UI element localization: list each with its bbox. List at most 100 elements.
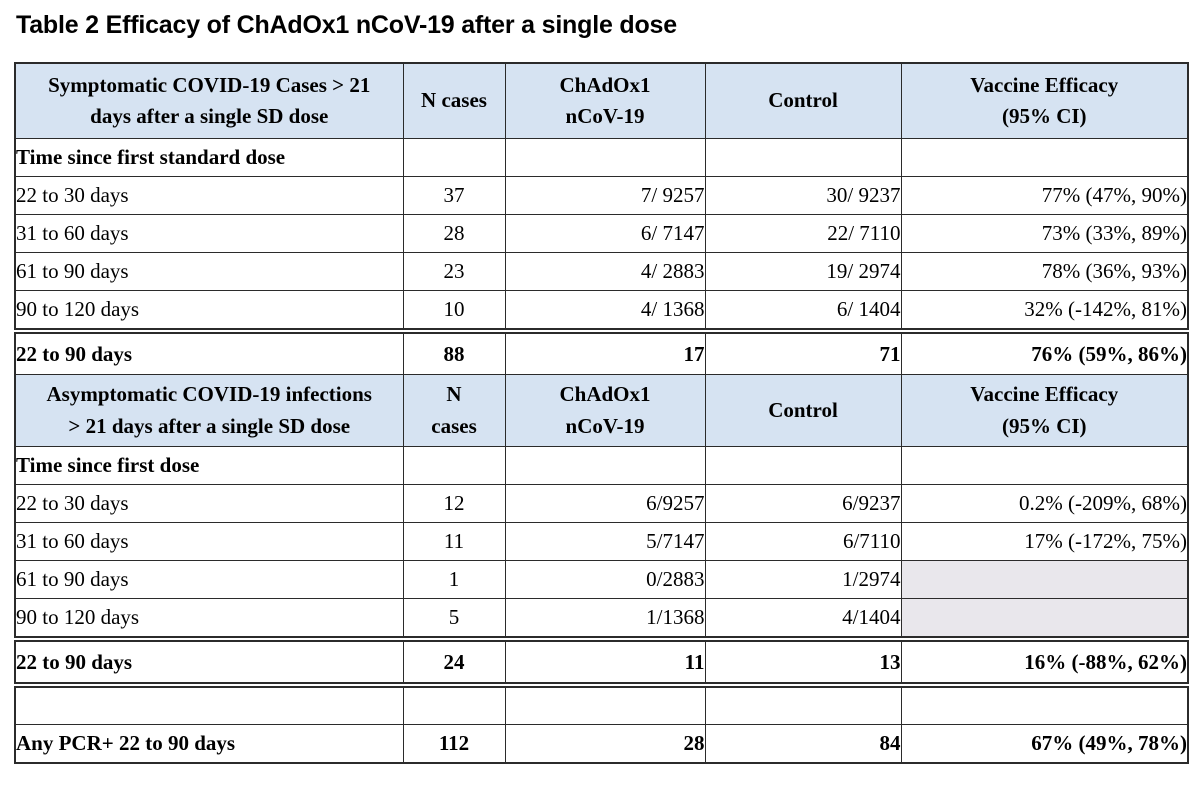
table-row: Any PCR+ 22 to 90 days 112 28 84 67% (49%, 7… — [14, 724, 1189, 764]
vaccine-arm-cell: 5/7147 — [504, 522, 706, 561]
header-n-cases: N cases — [402, 374, 506, 447]
row-label: 90 to 120 days — [14, 290, 404, 332]
section-header-label: Asymptomatic COVID-19 infections > 21 da… — [14, 374, 404, 447]
control-cell: 6/9237 — [704, 484, 902, 523]
row-label: 22 to 90 days — [14, 328, 404, 375]
n-cases-cell: 12 — [402, 484, 506, 523]
n-cases-cell: 24 — [402, 636, 506, 688]
row-label: Time since first dose — [14, 446, 404, 485]
header-control: Control — [704, 62, 902, 139]
n-cases-cell: 23 — [402, 252, 506, 291]
efficacy-cell — [900, 560, 1189, 599]
vaccine-arm-cell: 1/1368 — [504, 598, 706, 640]
table-row: 22 to 90 days 24 11 13 16% (-88%, 62%) — [14, 636, 1189, 688]
vaccine-arm-cell: 6/ 7147 — [504, 214, 706, 253]
vaccine-arm-cell: 28 — [504, 724, 706, 764]
n-cases-cell — [402, 446, 506, 485]
section-header-row: Asymptomatic COVID-19 infections > 21 da… — [14, 374, 1189, 447]
header-n-cases: N cases — [402, 62, 506, 139]
vaccine-arm-cell: 6/9257 — [504, 484, 706, 523]
header-vaccine-efficacy: Vaccine Efficacy (95% CI) — [900, 62, 1189, 139]
row-label: 22 to 90 days — [14, 636, 404, 688]
efficacy-table-body: Symptomatic COVID-19 Cases > 21 days aft… — [14, 62, 1189, 764]
n-cases-cell: 28 — [402, 214, 506, 253]
table-title: Table 2 Efficacy of ChAdOx1 nCoV-19 afte… — [16, 11, 677, 39]
control-cell: 19/ 2974 — [704, 252, 902, 291]
control-cell: 1/2974 — [704, 560, 902, 599]
page: { "title": "Table 2 Efficacy of ChAdOx1 … — [0, 10, 1200, 807]
table-row: 22 to 90 days 88 17 71 76% (59%, 86%) — [14, 328, 1189, 375]
control-cell: 22/ 7110 — [704, 214, 902, 253]
efficacy-cell: 32% (-142%, 81%) — [900, 290, 1189, 332]
row-label: 22 to 30 days — [14, 176, 404, 215]
header-vaccine-arm: ChAdOx1 nCoV-19 — [504, 374, 706, 447]
efficacy-cell: 78% (36%, 93%) — [900, 252, 1189, 291]
vaccine-arm-cell: 4/ 1368 — [504, 290, 706, 332]
vaccine-arm-cell — [504, 138, 706, 177]
table-row: 61 to 90 days 23 4/ 2883 19/ 2974 78% (36%, … — [14, 252, 1189, 291]
n-cases-cell: 88 — [402, 328, 506, 375]
efficacy-cell: 16% (-88%, 62%) — [900, 636, 1189, 688]
control-cell: 6/7110 — [704, 522, 902, 561]
table-row: 90 to 120 days 10 4/ 1368 6/ 1404 32% (-142%… — [14, 290, 1189, 332]
control-cell: 71 — [704, 328, 902, 375]
row-label: 90 to 120 days — [14, 598, 404, 640]
efficacy-table: Symptomatic COVID-19 Cases > 21 days aft… — [14, 62, 1189, 764]
row-label: Any PCR+ 22 to 90 days — [14, 724, 404, 764]
vaccine-arm-cell: 11 — [504, 636, 706, 688]
vaccine-arm-cell: 4/ 2883 — [504, 252, 706, 291]
header-control: Control — [704, 374, 902, 447]
n-cases-cell: 37 — [402, 176, 506, 215]
control-cell: 84 — [704, 724, 902, 764]
table-row: 31 to 60 days 11 5/7147 6/7110 17% (-172%, 7… — [14, 522, 1189, 561]
header-vaccine-arm: ChAdOx1 nCoV-19 — [504, 62, 706, 139]
control-cell: 13 — [704, 636, 902, 688]
vaccine-arm-cell: 17 — [504, 328, 706, 375]
table-row: Time since first dose — [14, 446, 1189, 485]
efficacy-cell: 77% (47%, 90%) — [900, 176, 1189, 215]
row-label: 31 to 60 days — [14, 522, 404, 561]
efficacy-cell: 0.2% (-209%, 68%) — [900, 484, 1189, 523]
vaccine-arm-cell: 0/2883 — [504, 560, 706, 599]
vaccine-arm-cell — [504, 446, 706, 485]
efficacy-cell — [900, 138, 1189, 177]
control-cell — [704, 684, 902, 725]
control-cell: 30/ 9237 — [704, 176, 902, 215]
row-label: 22 to 30 days — [14, 484, 404, 523]
row-label: Time since first standard dose — [14, 138, 404, 177]
control-cell: 6/ 1404 — [704, 290, 902, 332]
table-row: 22 to 30 days 37 7/ 9257 30/ 9237 77% (47%, … — [14, 176, 1189, 215]
n-cases-cell: 5 — [402, 598, 506, 640]
n-cases-cell: 11 — [402, 522, 506, 561]
n-cases-cell — [402, 684, 506, 725]
efficacy-cell: 73% (33%, 89%) — [900, 214, 1189, 253]
efficacy-cell: 76% (59%, 86%) — [900, 328, 1189, 375]
efficacy-cell — [900, 446, 1189, 485]
n-cases-cell — [402, 138, 506, 177]
row-label: 31 to 60 days — [14, 214, 404, 253]
table-row: 90 to 120 days 5 1/1368 4/1404 — [14, 598, 1189, 640]
efficacy-cell: 17% (-172%, 75%) — [900, 522, 1189, 561]
row-label: 61 to 90 days — [14, 252, 404, 291]
n-cases-cell: 1 — [402, 560, 506, 599]
row-label: 61 to 90 days — [14, 560, 404, 599]
efficacy-cell — [900, 598, 1189, 640]
vaccine-arm-cell: 7/ 9257 — [504, 176, 706, 215]
efficacy-cell: 67% (49%, 78%) — [900, 724, 1189, 764]
vaccine-arm-cell — [504, 684, 706, 725]
table-row: Time since first standard dose — [14, 138, 1189, 177]
table-row: 22 to 30 days 12 6/9257 6/9237 0.2% (-209%, … — [14, 484, 1189, 523]
efficacy-cell — [900, 684, 1189, 725]
control-cell — [704, 446, 902, 485]
section-header-row: Symptomatic COVID-19 Cases > 21 days aft… — [14, 62, 1189, 139]
control-cell — [704, 138, 902, 177]
table-row: 31 to 60 days 28 6/ 7147 22/ 7110 73% (33%, … — [14, 214, 1189, 253]
section-header-label: Symptomatic COVID-19 Cases > 21 days aft… — [14, 62, 404, 139]
row-label — [14, 684, 404, 725]
n-cases-cell: 10 — [402, 290, 506, 332]
table-row: 61 to 90 days 1 0/2883 1/2974 — [14, 560, 1189, 599]
header-vaccine-efficacy: Vaccine Efficacy (95% CI) — [900, 374, 1189, 447]
n-cases-cell: 112 — [402, 724, 506, 764]
spacer-row — [14, 684, 1189, 725]
control-cell: 4/1404 — [704, 598, 902, 640]
